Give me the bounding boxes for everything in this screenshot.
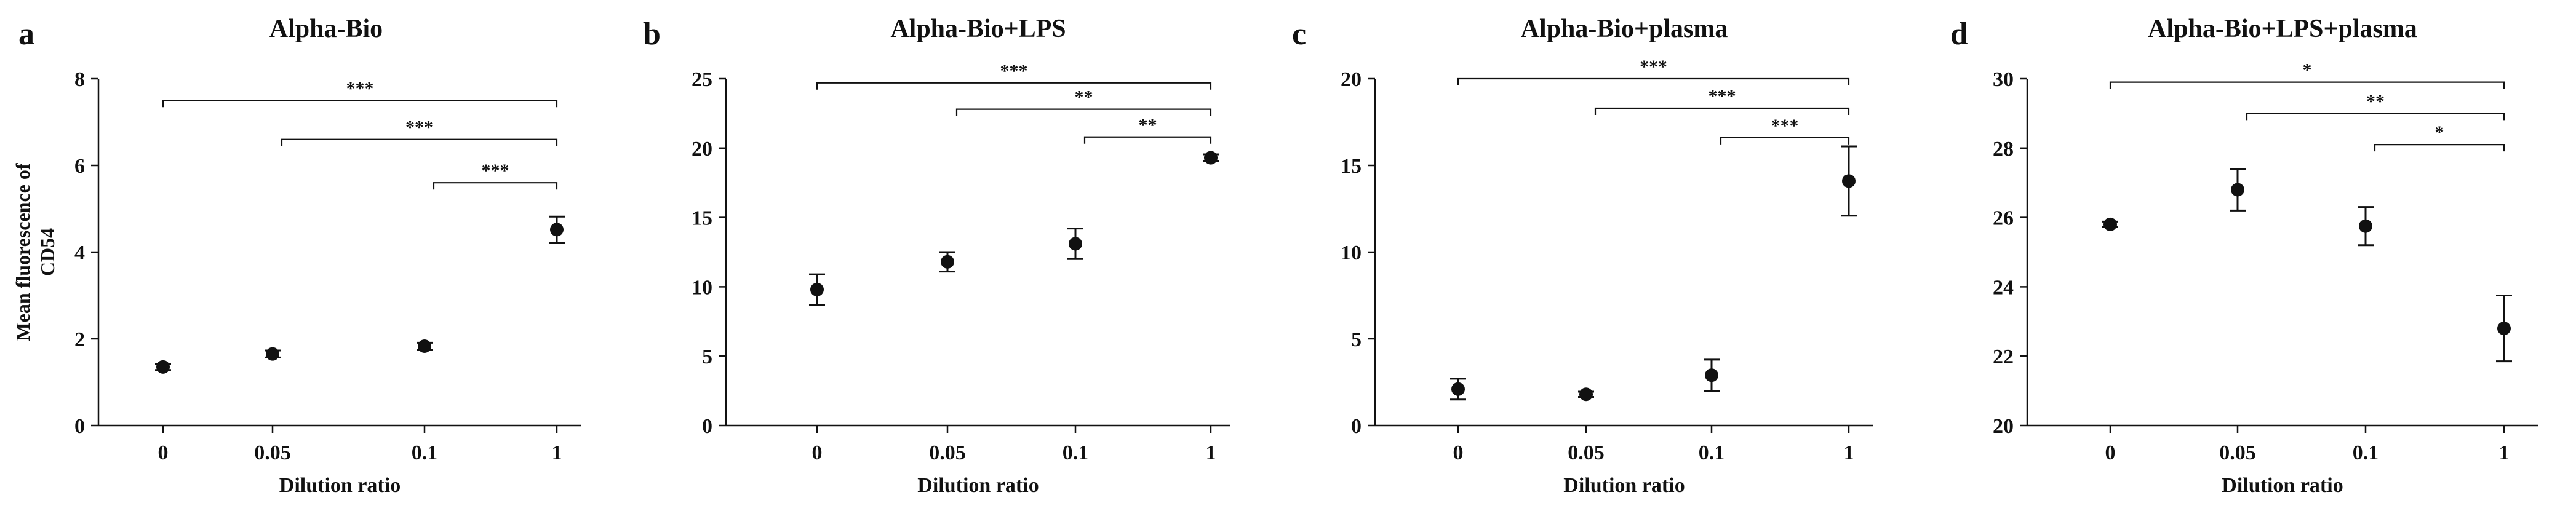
- data-point: [1705, 368, 1718, 382]
- data-point: [2103, 217, 2117, 231]
- panel-letter: c: [1292, 17, 1306, 52]
- y-tick-label: 20: [1341, 68, 1362, 91]
- significance-label: *: [2303, 60, 2312, 81]
- significance-label: ***: [405, 117, 433, 138]
- data-point: [1204, 151, 1218, 165]
- x-tick-label: 0.1: [1699, 442, 1725, 464]
- x-tick-label: 0.05: [254, 442, 291, 464]
- y-tick-label: 8: [74, 68, 85, 91]
- y-tick-label: 0: [1351, 415, 1362, 438]
- y-tick-label: 20: [1993, 415, 2014, 438]
- y-tick-label: 20: [692, 138, 712, 160]
- data-point: [941, 255, 954, 269]
- significance-label: ***: [482, 160, 509, 181]
- y-tick-label: 4: [74, 242, 85, 264]
- y-axis-label: Mean fluorescence of: [12, 163, 34, 341]
- x-tick-label: 0.1: [412, 442, 438, 464]
- significance-label: ***: [1000, 61, 1028, 81]
- data-point: [1069, 237, 1082, 251]
- y-tick-label: 2: [74, 328, 85, 351]
- x-tick-label: 1: [552, 442, 562, 464]
- significance-bracket: [1594, 107, 1850, 115]
- chart-title: Alpha-Bio+plasma: [1521, 15, 1728, 43]
- x-tick-label: 0.1: [1063, 442, 1089, 464]
- significance-bracket: [955, 108, 1212, 116]
- significance-label: ***: [1771, 116, 1799, 136]
- y-tick-label: 28: [1993, 138, 2014, 160]
- x-tick-label: 0: [812, 442, 823, 464]
- chart-panel-c: c Alpha-Bio+plasma 0 5 10 15 20 0 0.05 0.1 1 Diluti…: [1292, 15, 1873, 497]
- y-tick-label: 0: [74, 415, 85, 438]
- y-tick-label: 10: [1341, 242, 1362, 264]
- x-tick-label: 1: [2499, 442, 2510, 464]
- x-axis-label: Dilution ratio: [917, 474, 1039, 497]
- x-tick-label: 0: [1453, 442, 1464, 464]
- significance-bracket: [2246, 113, 2505, 121]
- data-point: [1579, 387, 1593, 402]
- x-tick-label: 0: [158, 442, 169, 464]
- x-axis-label: Dilution ratio: [2222, 474, 2343, 497]
- data-point: [156, 360, 170, 374]
- significance-bracket: [1720, 137, 1850, 145]
- y-tick-label: 25: [692, 68, 712, 91]
- x-tick-label: 0.05: [2219, 442, 2256, 464]
- chart-panel-b: b Alpha-Bio+LPS 0 5 10 15 20 25 0 0.05 0.1 1 Dilutio…: [643, 15, 1230, 497]
- y-tick-label: 30: [1993, 68, 2014, 91]
- x-axis-label: Dilution ratio: [1563, 474, 1685, 497]
- chart-panel-a: a Alpha-Bio 0 2 4 6 8 0 0.05 0.1 1 Dilution ratio Me…: [12, 15, 581, 497]
- y-tick-label: 15: [1341, 155, 1362, 178]
- significance-label: **: [1075, 87, 1093, 108]
- y-tick-label: 10: [692, 276, 712, 299]
- x-tick-label: 0.1: [2353, 442, 2379, 464]
- significance-label: ***: [346, 78, 374, 98]
- significance-bracket: [433, 182, 558, 190]
- data-point: [1842, 174, 1856, 188]
- y-axis-label: CD54: [36, 228, 58, 276]
- significance-label: **: [2366, 91, 2385, 111]
- y-tick-label: 22: [1993, 346, 2014, 368]
- significance-label: **: [1139, 115, 1157, 135]
- significance-bracket: [162, 100, 558, 108]
- panel-letter: a: [18, 17, 34, 52]
- data-point: [418, 339, 431, 353]
- y-tick-label: 15: [692, 207, 712, 230]
- significance-label: *: [2435, 122, 2444, 143]
- x-tick-label: 0.05: [929, 442, 966, 464]
- x-tick-label: 1: [1844, 442, 1854, 464]
- panel-letter: b: [643, 17, 661, 52]
- significance-bracket: [2374, 144, 2505, 152]
- y-tick-label: 5: [1351, 328, 1362, 351]
- y-tick-label: 5: [702, 346, 712, 368]
- panel-letter: d: [1950, 17, 1968, 52]
- data-point: [550, 223, 564, 237]
- x-tick-label: 0: [2105, 442, 2116, 464]
- data-point: [810, 282, 824, 296]
- data-point: [2359, 219, 2372, 233]
- x-tick-label: 0.05: [1568, 442, 1605, 464]
- y-tick-label: 0: [702, 415, 712, 438]
- y-tick-label: 24: [1993, 276, 2014, 299]
- data-point: [2497, 322, 2511, 336]
- x-tick-label: 1: [1206, 442, 1216, 464]
- data-point: [1451, 382, 1465, 396]
- y-tick-label: 26: [1993, 207, 2014, 230]
- chart-title: Alpha-Bio: [269, 15, 383, 43]
- significance-bracket: [1457, 77, 1850, 85]
- significance-label: ***: [1640, 57, 1667, 77]
- significance-bracket: [816, 82, 1212, 90]
- significance-bracket: [281, 138, 558, 146]
- significance-bracket: [2109, 81, 2505, 89]
- chart-title: Alpha-Bio+LPS+plasma: [2148, 15, 2417, 43]
- chart-title: Alpha-Bio+LPS: [890, 15, 1066, 43]
- significance-label: ***: [1709, 86, 1736, 106]
- significance-bracket: [1083, 136, 1212, 144]
- x-axis-label: Dilution ratio: [279, 474, 401, 497]
- chart-panel-d: d Alpha-Bio+LPS+plasma 20 22 24 26 28 30 0 0.05 0.…: [1950, 15, 2538, 497]
- data-point: [266, 347, 279, 361]
- data-point: [2231, 183, 2244, 197]
- y-tick-label: 6: [74, 155, 85, 178]
